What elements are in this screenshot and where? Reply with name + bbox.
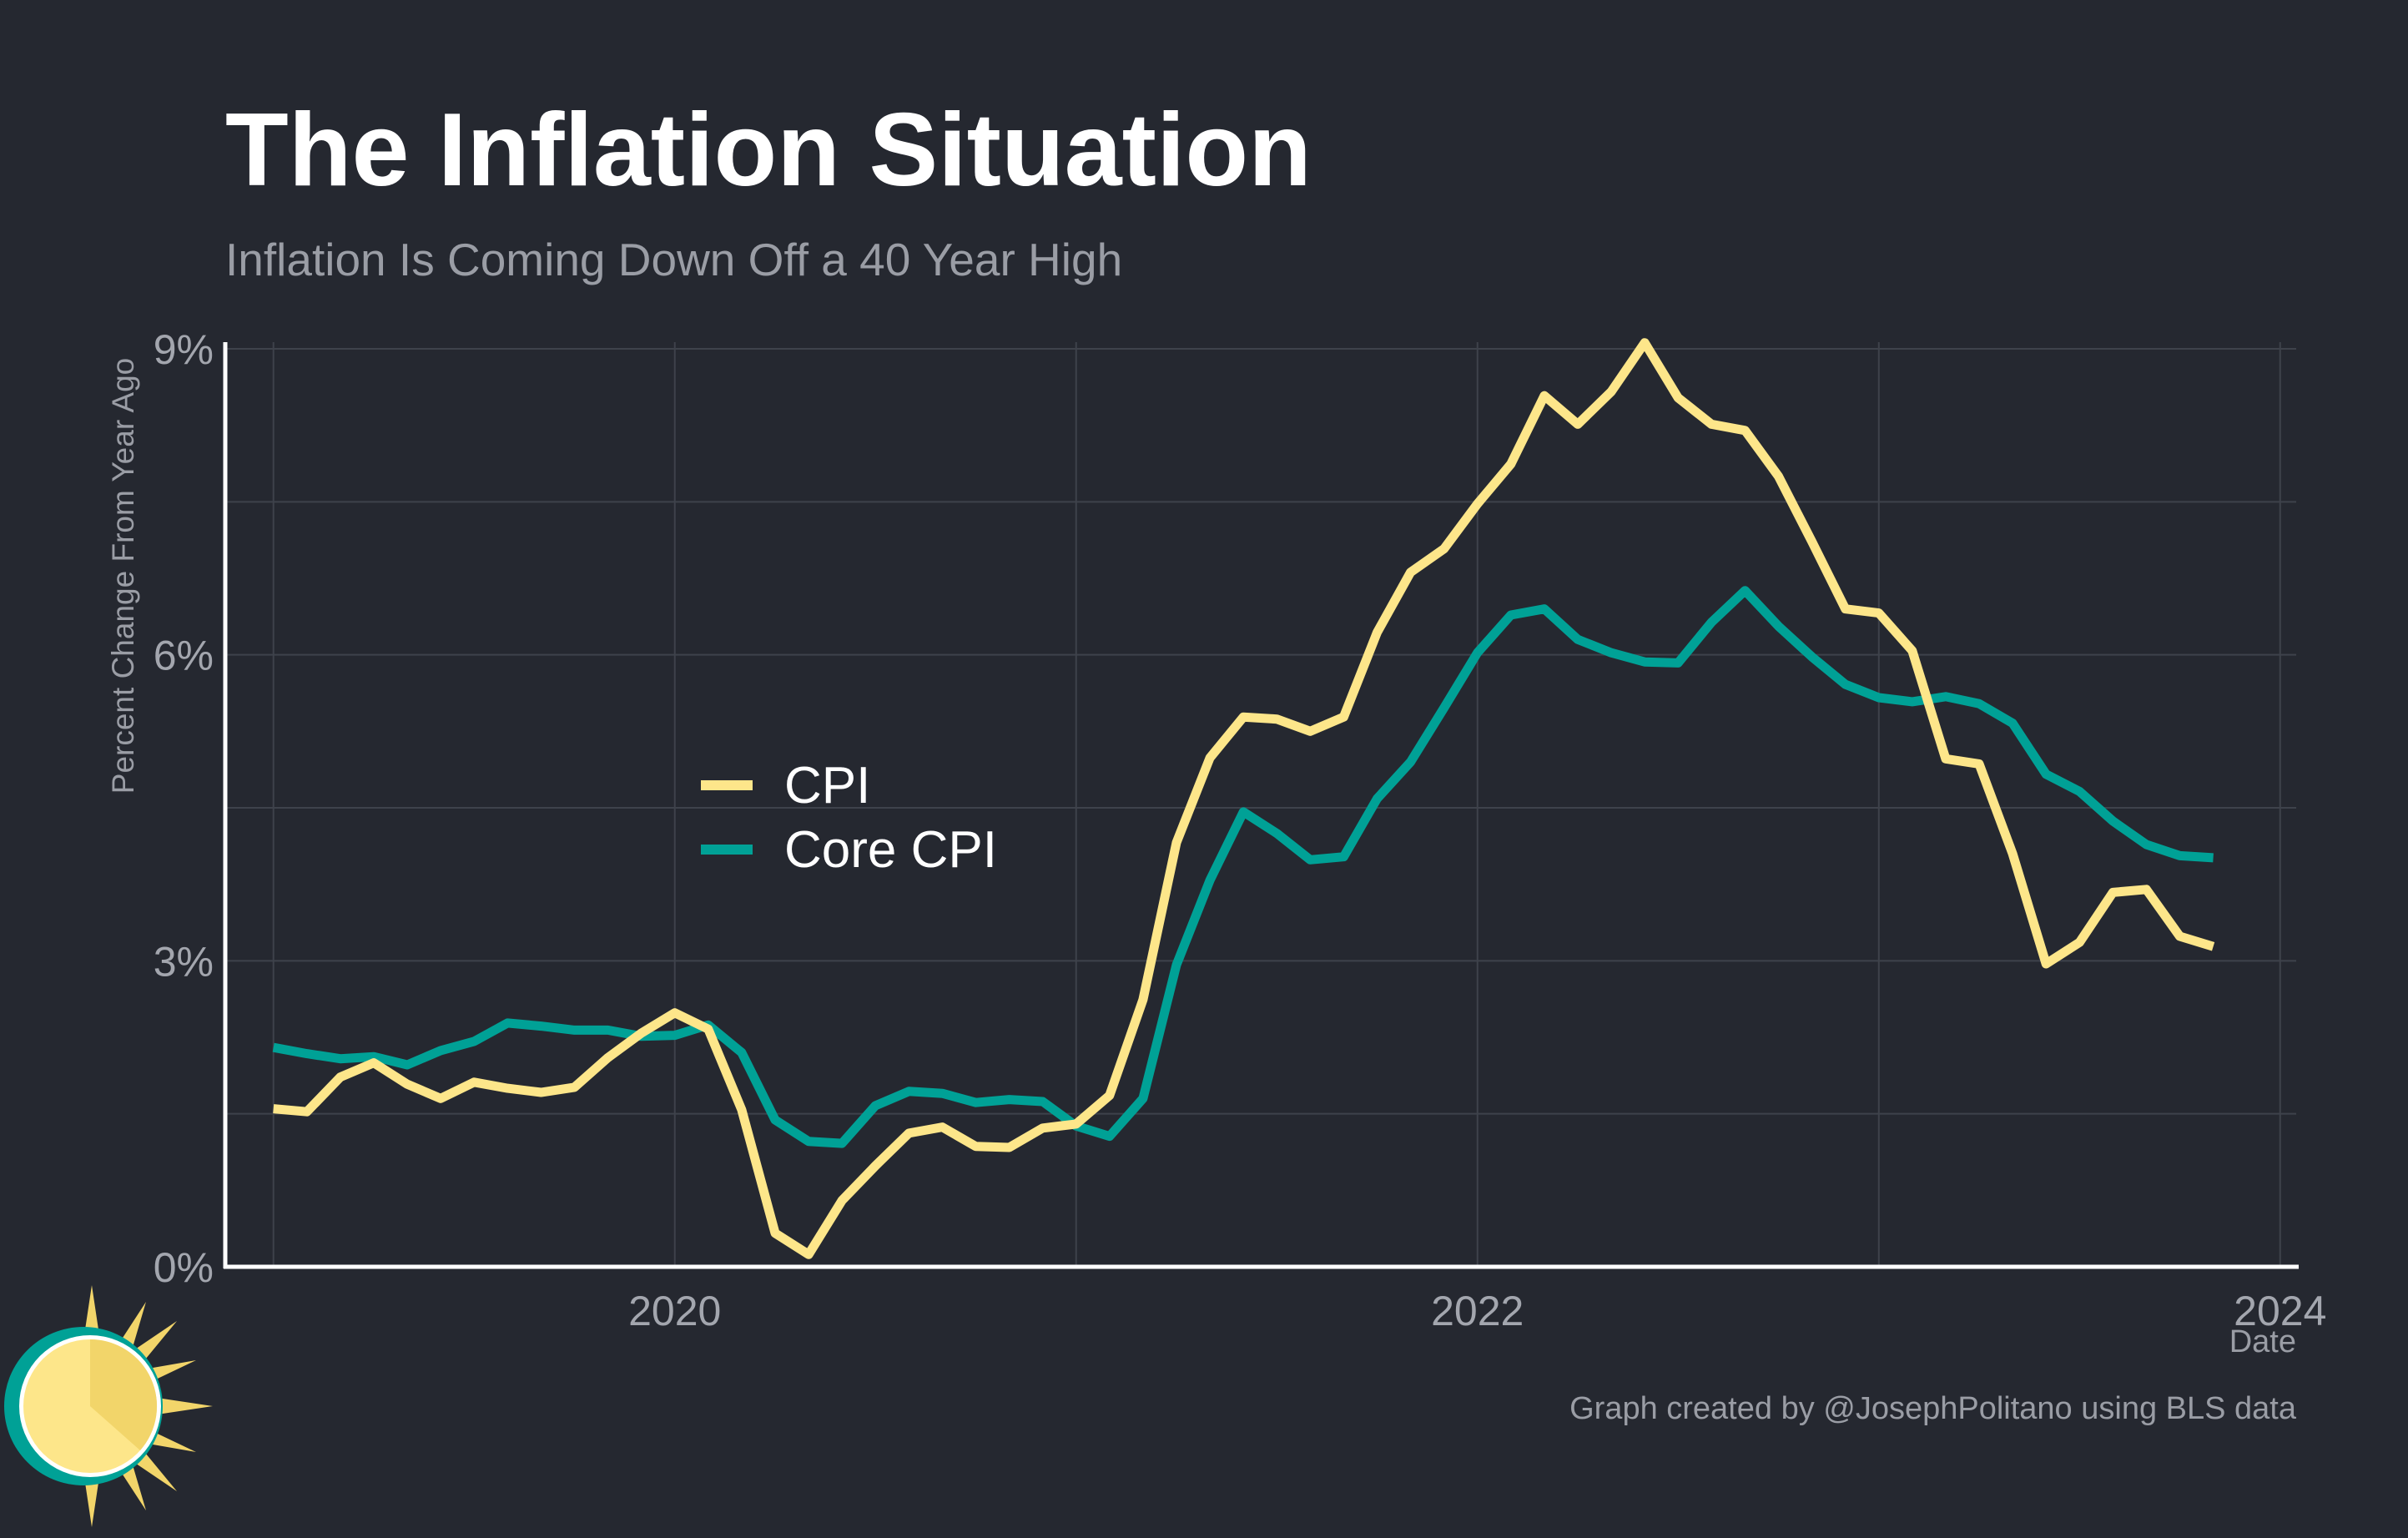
chart-title: The Inflation Situation — [225, 93, 1312, 208]
series-lines — [272, 338, 2215, 1259]
x-tick-label: 2020 — [628, 1288, 721, 1334]
sun-clock-icon — [4, 1285, 213, 1527]
x-axis-label: Date — [2229, 1324, 2296, 1359]
y-tick-labels: 0% 3% 6% 9% — [154, 326, 214, 1291]
x-tick-label: 2024 — [2234, 1288, 2326, 1334]
y-tick-label: 0% — [154, 1244, 214, 1291]
x-tick-label: 2022 — [1431, 1288, 1524, 1334]
legend-label-core-cpi: Core CPI — [784, 821, 997, 879]
y-axis-label: Percent Change From Year Ago — [106, 358, 140, 794]
legend: CPI Core CPI — [701, 757, 997, 879]
x-tick-labels: 2020 2022 2024 — [628, 1288, 2326, 1334]
y-tick-label: 9% — [154, 326, 214, 373]
chart-caption: Graph created by @JosephPolitano using B… — [1569, 1391, 2297, 1426]
series-line-cpi — [273, 338, 2215, 1259]
y-tick-label: 6% — [154, 633, 214, 679]
legend-label-cpi: CPI — [784, 757, 870, 814]
series-line-core-cpi — [272, 586, 2214, 1148]
chart-subtitle: Inflation Is Coming Down Off a 40 Year H… — [225, 234, 1122, 285]
y-tick-label: 3% — [154, 938, 214, 985]
